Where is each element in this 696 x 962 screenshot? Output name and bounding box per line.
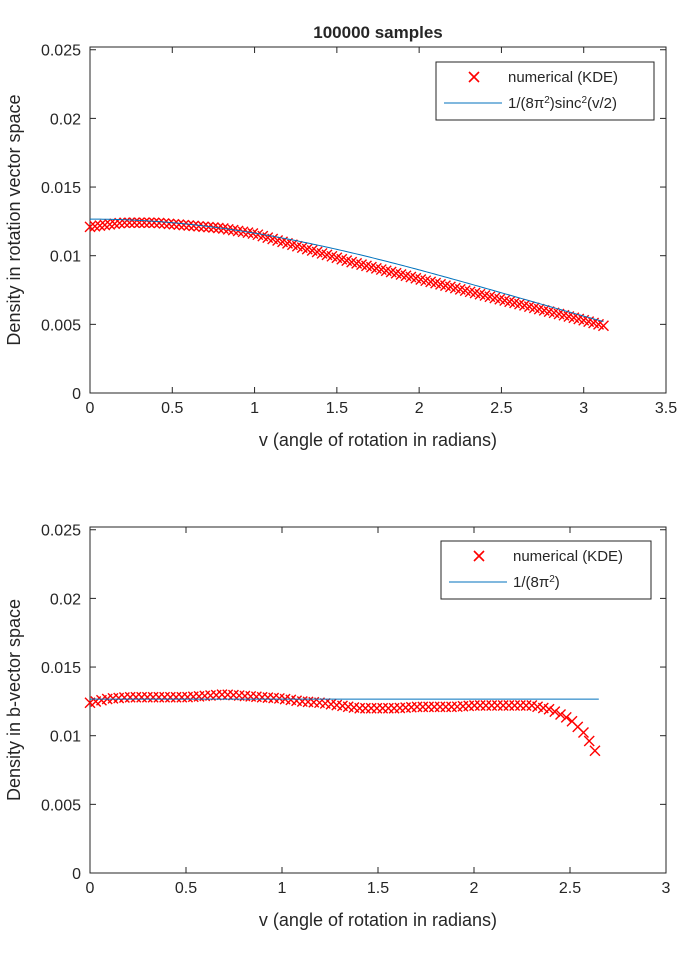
kde-marker — [583, 735, 595, 747]
x-tick-label: 1.5 — [367, 880, 389, 897]
legend-label-analytic: 1/(8π2) — [513, 574, 560, 592]
y-tick-label: 0 — [72, 386, 81, 403]
kde-marker — [188, 220, 200, 232]
y-tick-label: 0.005 — [41, 317, 81, 334]
legend-marker-x — [468, 71, 480, 83]
kde-marker — [549, 706, 561, 718]
legend-label-analytic: 1/(8π2)sinc2(v/2) — [508, 95, 617, 113]
y-tick-label: 0.02 — [50, 111, 81, 128]
legend-label-kde: numerical (KDE) — [513, 548, 623, 565]
x-tick-label: 0 — [86, 880, 95, 897]
y-axis-label: Density in b-vector space — [4, 599, 24, 801]
y-axis-label: Density in rotation vector space — [4, 94, 24, 345]
legend-box — [440, 540, 652, 600]
kde-marker — [597, 320, 609, 332]
kde-marker — [84, 221, 96, 233]
kde-marker — [133, 217, 145, 229]
kde-marker — [168, 218, 180, 230]
kde-marker — [158, 217, 170, 229]
x-tick-label: 3 — [579, 400, 588, 417]
kde-marker — [163, 218, 175, 230]
x-tick-label: 1 — [278, 880, 287, 897]
x-axis-label: v (angle of rotation in radians) — [259, 430, 497, 450]
x-tick-label: 2 — [415, 400, 424, 417]
x-axis-label: v (angle of rotation in radians) — [259, 910, 497, 930]
kde-marker — [202, 221, 214, 233]
y-tick-label: 0.015 — [41, 660, 81, 677]
kde-marker — [99, 219, 111, 231]
kde-marker — [89, 220, 101, 232]
x-tick-label: 1.5 — [326, 400, 348, 417]
y-tick-label: 0.025 — [41, 43, 81, 60]
y-tick-label: 0.015 — [41, 180, 81, 197]
legend: numerical (KDE) 1/(8π2)sinc2(v/2) — [435, 61, 655, 121]
kde-marker — [577, 726, 589, 738]
kde-marker — [543, 703, 555, 715]
plot-rotation-vector: 0 0.5 1 1.5 2 2.5 3 3.5 0 0.005 0.01 0.015 0.02 0.025… — [4, 43, 677, 450]
kde-marker — [173, 219, 185, 231]
x-tick-label: 2 — [470, 880, 479, 897]
kde-marker — [128, 217, 140, 229]
kde-marker — [143, 217, 155, 229]
legend-box — [435, 61, 655, 121]
figure-title: 100000 samples — [313, 23, 443, 42]
kde-marker — [153, 217, 165, 229]
kde-marker — [94, 220, 106, 232]
kde-marker — [178, 219, 190, 231]
y-tick-label: 0.02 — [50, 591, 81, 608]
y-tick-label: 0.025 — [41, 523, 81, 540]
kde-marker — [104, 218, 116, 230]
y-tick-label: 0.01 — [50, 729, 81, 746]
x-tick-label: 3 — [662, 880, 671, 897]
analytic-curve — [90, 218, 604, 323]
x-tick-label: 1 — [250, 400, 259, 417]
kde-marker — [193, 220, 205, 232]
x-tick-label: 0.5 — [161, 400, 183, 417]
y-tick-label: 0 — [72, 866, 81, 883]
kde-marker — [183, 219, 195, 231]
legend: numerical (KDE) 1/(8π2) — [440, 540, 652, 600]
kde-marker — [589, 745, 601, 757]
kde-marker — [198, 221, 210, 233]
legend-marker-x — [473, 550, 485, 562]
y-tick-label: 0.005 — [41, 797, 81, 814]
kde-markers — [84, 689, 601, 757]
x-tick-label: 0.5 — [175, 880, 197, 897]
legend-label-kde: numerical (KDE) — [508, 69, 618, 86]
y-tick-label: 0.01 — [50, 249, 81, 266]
plot-b-vector: 0 0.5 1 1.5 2 2.5 3 0 0.005 0.01 0.015 0.02 0.025 v (… — [4, 523, 671, 930]
kde-marker — [555, 708, 567, 720]
x-tick-label: 3.5 — [655, 400, 677, 417]
kde-marker — [148, 217, 160, 229]
kde-markers — [84, 217, 609, 332]
kde-marker — [109, 218, 121, 230]
kde-marker — [138, 217, 150, 229]
kde-marker — [560, 711, 572, 723]
x-tick-label: 2.5 — [559, 880, 581, 897]
x-tick-label: 0 — [86, 400, 95, 417]
x-tick-label: 2.5 — [490, 400, 512, 417]
